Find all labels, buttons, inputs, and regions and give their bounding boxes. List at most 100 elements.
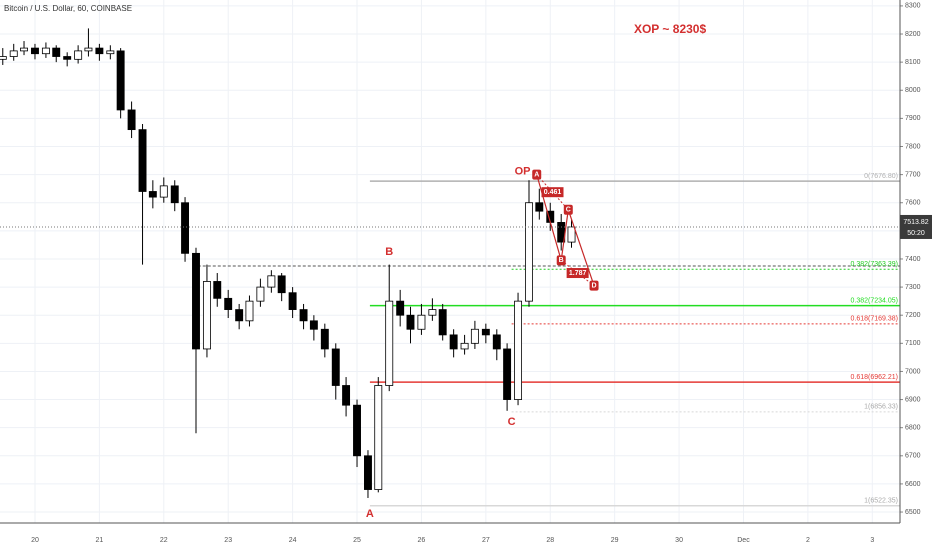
candle-body (396, 300, 405, 316)
x-tick-label: 21 (95, 537, 103, 544)
chart-title: Bitcoin / U.S. Dollar, 60, COINBASE (4, 4, 132, 13)
candle-body (192, 252, 200, 350)
y-tick-label: 7700 (905, 171, 921, 178)
x-tick-label: 20 (31, 537, 39, 544)
annotation: XOP ~ 8230$ (634, 22, 706, 36)
y-tick-label: 7400 (905, 256, 921, 263)
fib-label: 1(6522.35) (864, 498, 898, 505)
pattern-point (556, 255, 566, 266)
pattern-point (589, 280, 599, 291)
candle-body (95, 47, 104, 55)
fib-label: 0.382(7234.05) (851, 297, 898, 304)
y-tick-label: 8100 (905, 59, 921, 66)
candle-body (535, 202, 544, 212)
y-tick-label: 8300 (905, 3, 921, 10)
pattern-point-label: A (534, 171, 539, 178)
candle-body (342, 385, 351, 406)
candle-body (449, 334, 458, 350)
candle-body (20, 47, 28, 52)
candle-body (224, 297, 233, 310)
candle-body (320, 328, 329, 350)
candle-body (267, 275, 276, 288)
candle-body (127, 109, 136, 131)
annotation: OP (515, 166, 531, 178)
fib-label: 0(7676.80) (864, 173, 898, 180)
pattern-leg (536, 174, 562, 261)
candle-body (148, 191, 157, 198)
y-tick-label: 6600 (905, 481, 921, 488)
candle-body (277, 275, 286, 294)
y-tick-label: 7200 (905, 312, 921, 319)
candle-body (481, 328, 490, 336)
y-tick-label: 8000 (905, 87, 921, 94)
candle-body (181, 202, 190, 254)
last-price-label: 7513.82 (903, 219, 928, 226)
pattern-point (532, 169, 542, 180)
candle-body (31, 47, 39, 55)
x-tick-label: 22 (160, 537, 168, 544)
y-tick-label: 7000 (905, 368, 921, 375)
fib-label: 1(6856.33) (864, 404, 898, 411)
x-tick-label: 28 (546, 537, 554, 544)
candle-body (63, 56, 72, 60)
candle-body (84, 47, 93, 52)
candle-body (331, 348, 340, 386)
candle-body (213, 281, 222, 299)
candle-body (460, 342, 469, 350)
ratio-label: 0.461 (544, 189, 562, 196)
fib-label: 0.618(7169.38) (851, 316, 898, 323)
candle-body (116, 50, 125, 111)
y-tick-label: 6800 (905, 425, 921, 432)
countdown: 50:20 (907, 230, 925, 237)
y-tick-label: 6900 (905, 396, 921, 403)
y-tick-label: 8200 (905, 31, 921, 38)
candle-body (52, 47, 61, 57)
x-tick-label: 25 (353, 537, 361, 544)
y-tick-label: 7300 (905, 284, 921, 291)
pattern-leg (567, 209, 595, 286)
candle-body (0, 56, 7, 60)
annotation: A (366, 508, 374, 520)
candle-body (299, 309, 308, 322)
x-tick-label: 2 (806, 537, 810, 544)
candle-body (106, 50, 115, 55)
candle-body (470, 328, 479, 344)
candle-body (288, 292, 297, 310)
ratio-box (541, 187, 564, 198)
pattern-point (563, 204, 573, 215)
candle-body (364, 455, 372, 490)
pattern-point-label: D (592, 283, 597, 290)
x-tick-label: 27 (482, 537, 490, 544)
x-tick-label: 26 (418, 537, 426, 544)
candle-body (428, 309, 437, 316)
annotation: B (385, 246, 393, 258)
candle-body (309, 320, 318, 330)
x-tick-label: 30 (675, 537, 683, 544)
y-tick-label: 7800 (905, 143, 921, 150)
candle-body (514, 300, 523, 400)
fib-label: 0.618(6962.21) (851, 374, 898, 381)
candle-body (567, 226, 576, 243)
x-tick-label: 3 (870, 537, 874, 544)
candle-body (41, 47, 50, 55)
candle-body (417, 314, 426, 330)
x-tick-label: 23 (224, 537, 232, 544)
candle-body (159, 185, 168, 198)
fib-label: 0.382(7363.39) (851, 261, 898, 268)
candle-body (503, 348, 512, 400)
y-tick-label: 7600 (905, 200, 921, 207)
candle-body (353, 404, 361, 457)
last-price-box (900, 214, 932, 239)
candle-body (492, 334, 501, 350)
candle-body (374, 385, 383, 490)
annotation: C (508, 416, 516, 428)
x-tick-label: 29 (611, 537, 619, 544)
candle-body (385, 300, 394, 386)
y-tick-label: 7100 (905, 340, 921, 347)
candle-body (235, 309, 244, 322)
y-tick-label: 6500 (905, 509, 921, 516)
candle-body (525, 202, 533, 302)
pattern-leg (560, 209, 569, 261)
